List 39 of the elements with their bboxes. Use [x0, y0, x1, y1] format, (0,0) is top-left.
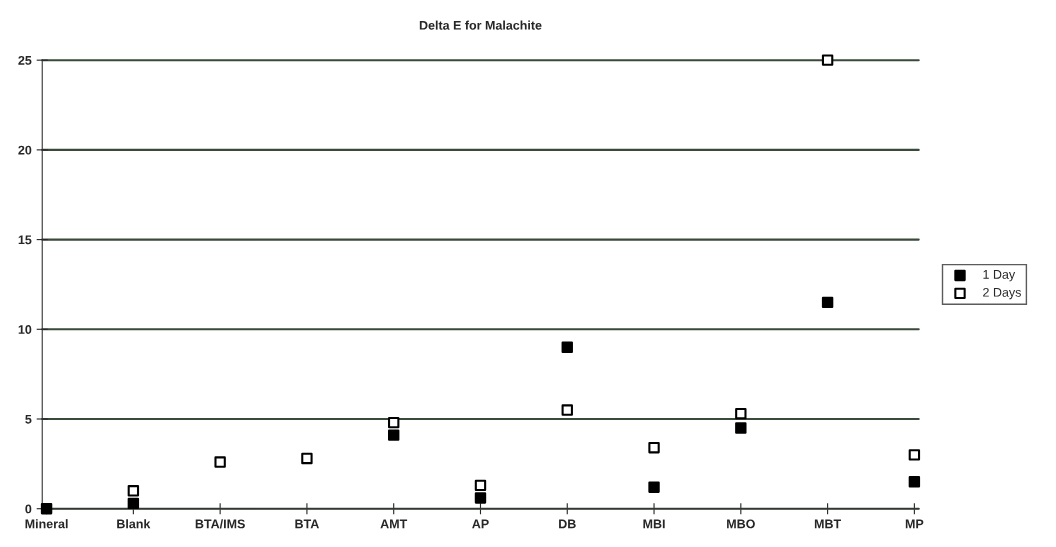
point	[648, 481, 660, 493]
point	[821, 54, 834, 66]
x-tick-label: MBI	[643, 519, 665, 529]
x-tick-label: AMT	[380, 519, 408, 529]
x-tick-label: MP	[905, 519, 924, 529]
point	[561, 404, 573, 416]
chart-title: Delta E for Malachite	[419, 20, 542, 30]
point	[648, 442, 660, 454]
point	[474, 479, 487, 492]
x-tick-label: MBT	[814, 519, 842, 529]
y-tick-label: 20	[18, 145, 32, 155]
x-tick-label: BTA	[295, 519, 319, 529]
point	[735, 422, 747, 434]
legend-label: 2 Days	[983, 287, 1021, 300]
y-tick-label: 10	[18, 325, 32, 334]
x-tick-label: Mineral	[25, 519, 68, 529]
y-tick-label: 5	[25, 414, 32, 424]
point	[40, 503, 53, 515]
point	[908, 449, 921, 461]
x-tick-label: MBO	[727, 519, 755, 529]
point	[127, 497, 140, 510]
y-tick-label: 0	[25, 504, 32, 514]
x-tick-label: Blank	[117, 519, 151, 529]
point	[214, 456, 226, 468]
legend-label: 1 Day	[983, 270, 1016, 282]
point	[388, 429, 400, 441]
y-tick-label: 15	[18, 235, 32, 245]
y-tick-label: 25	[18, 55, 32, 65]
point	[474, 492, 487, 504]
x-tick-label: BTA/IMS	[195, 519, 245, 529]
point	[821, 296, 834, 309]
point	[301, 452, 313, 465]
point	[735, 407, 747, 420]
point	[127, 485, 140, 497]
x-tick-label: AP	[472, 519, 489, 529]
point	[908, 476, 921, 488]
point	[561, 341, 573, 353]
point	[388, 416, 400, 429]
x-tick-label: DB	[559, 519, 576, 529]
